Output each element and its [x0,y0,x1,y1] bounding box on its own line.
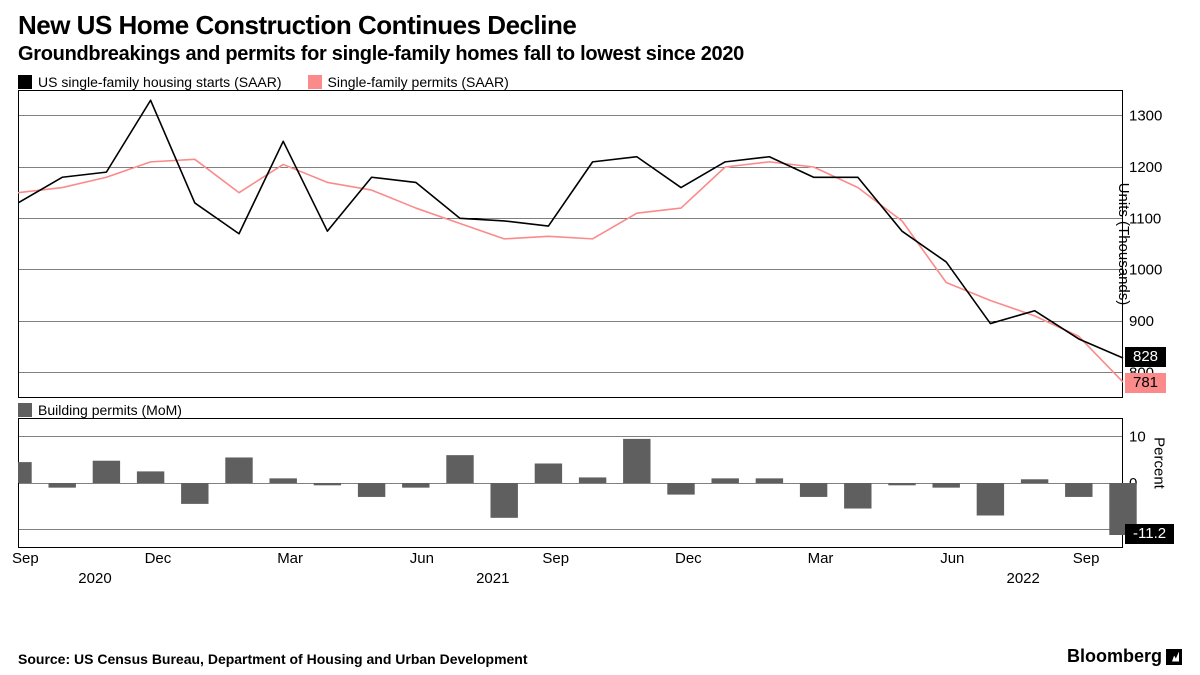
x-tick-month: Dec [145,550,172,567]
chart-subtitle: Groundbreakings and permits for single-f… [18,43,1182,66]
callout-mom: -11.2 [1125,524,1174,544]
svg-text:900: 900 [1129,313,1154,330]
x-tick-year: 2020 [78,570,111,587]
top-line-chart: 8009001000110012001300 Units (Thousands)… [18,90,1182,398]
x-tick-month: Dec [675,550,702,567]
legend-swatch-permits [308,75,322,89]
x-tick-year: 2021 [476,570,509,587]
legend-swatch-starts [18,75,32,89]
top-legend: US single-family housing starts (SAAR) S… [0,68,1200,90]
legend-item-permits: Single-family permits (SAAR) [308,74,509,90]
legend-label-starts: US single-family housing starts (SAAR) [38,74,282,90]
callout-starts: 828 [1125,347,1166,367]
svg-text:1300: 1300 [1129,108,1162,125]
svg-text:1200: 1200 [1129,159,1162,176]
brand-mark-icon [1166,649,1182,665]
legend-label-permits: Single-family permits (SAAR) [328,74,509,90]
bottom-legend: Building permits (MoM) [0,398,1200,418]
svg-text:1000: 1000 [1129,262,1162,279]
x-tick-month: Jun [940,550,964,567]
x-tick-month: Mar [808,550,834,567]
legend-swatch-mom [18,403,32,417]
top-y-axis-label: Units (Thousands) [1115,183,1132,306]
legend-label-mom: Building permits (MoM) [38,402,182,418]
brand-label: Bloomberg [1067,646,1162,667]
brand: Bloomberg [1067,646,1182,667]
bottom-y-axis-label: Percent [1151,437,1168,489]
x-tick-month: Sep [1073,550,1100,567]
x-tick-month: Sep [542,550,569,567]
x-tick-month: Mar [277,550,303,567]
legend-item-starts: US single-family housing starts (SAAR) [18,74,282,90]
x-tick-month: Jun [410,550,434,567]
x-axis: SepDecMarJunSepDecMarJunSep202020212022 [18,548,1182,598]
chart-title: New US Home Construction Continues Decli… [18,10,1182,41]
callout-permits: 781 [1125,373,1166,393]
x-tick-month: Sep [12,550,39,567]
x-tick-year: 2022 [1007,570,1040,587]
svg-text:10: 10 [1129,429,1146,446]
svg-text:1100: 1100 [1129,210,1161,227]
bottom-bar-chart: -10010 Percent -11.2 [18,418,1182,548]
legend-item-mom: Building permits (MoM) [18,402,182,418]
source-line: Source: US Census Bureau, Department of … [18,651,528,667]
